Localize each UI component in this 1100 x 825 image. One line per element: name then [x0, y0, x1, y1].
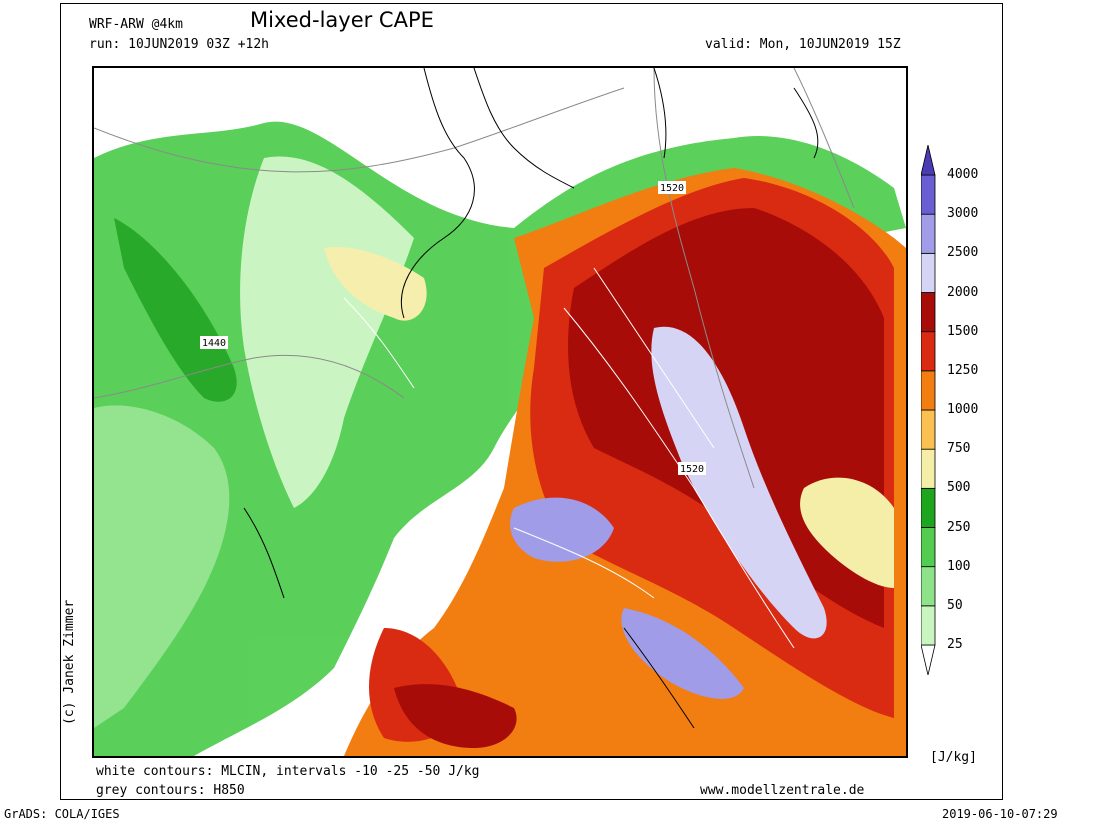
colorbar-box [921, 213, 936, 254]
contour-label: 1520 [660, 183, 684, 194]
contour-label: 1440 [202, 338, 226, 349]
colorbar-box [921, 409, 936, 450]
colorbar-tick-label: 50 [947, 597, 963, 613]
colorbar-tick-label: 25 [947, 637, 963, 652]
colorbar-box [921, 292, 936, 333]
colorbar-tick-label: 2500 [947, 245, 979, 261]
grey-contours [94, 68, 855, 489]
colorbar [921, 145, 936, 675]
author-credit: (c) Janek Zimmer [62, 599, 77, 725]
colorbar-box [921, 487, 936, 528]
colorbar-tick-label: 1000 [947, 402, 979, 417]
valid-time-label: valid: Mon, 10JUN2019 15Z [705, 37, 901, 52]
colorbar-tick-label: 250 [947, 519, 971, 535]
colorbar-box [921, 252, 936, 293]
colorbar-arrow-low [921, 644, 936, 675]
grads-credit: GrADS: COLA/IGES [4, 807, 120, 821]
colorbar-box [921, 370, 936, 411]
cape-map: 1440 1520 1520 [92, 66, 908, 758]
legend-unit: [J/kg] [930, 750, 977, 765]
colorbar-tick-label: 2000 [947, 284, 979, 300]
colorbar-box [921, 566, 936, 607]
colorbar-box [921, 331, 936, 372]
colorbar-tick-label: 1500 [947, 323, 979, 339]
colorbar-tick-label: 4000 [947, 167, 979, 182]
mlcin-contours [343, 267, 795, 649]
coastlines [243, 68, 819, 729]
colorbar-box [921, 527, 936, 568]
colorbar-arrow-high [921, 145, 936, 176]
run-label: run: 10JUN2019 03Z +12h [89, 37, 270, 52]
figure-frame [60, 3, 1003, 800]
colorbar-box [921, 174, 936, 215]
website-link[interactable]: www.modellzentrale.de [700, 783, 865, 798]
timestamp: 2019-06-10-07:29 [942, 807, 1058, 821]
colorbar-tick-label: 100 [947, 558, 971, 574]
colorbar-box [921, 605, 936, 646]
page-title: Mixed-layer CAPE [250, 8, 434, 32]
model-label: WRF-ARW @4km [89, 17, 183, 32]
grey-contour-note: grey contours: H850 [96, 783, 245, 798]
contour-label: 1520 [680, 464, 704, 475]
cape-field-high [344, 168, 906, 756]
contour-labels: 1440 1520 1520 [200, 181, 706, 475]
colorbar-box [921, 448, 936, 489]
colorbar-tick-label: 750 [947, 441, 971, 457]
colorbar-tick-label: 500 [947, 480, 971, 496]
colorbar-tick-label: 3000 [947, 206, 979, 222]
white-contour-note: white contours: MLCIN, intervals -10 -25… [96, 764, 480, 779]
colorbar-tick-label: 1250 [947, 362, 979, 378]
